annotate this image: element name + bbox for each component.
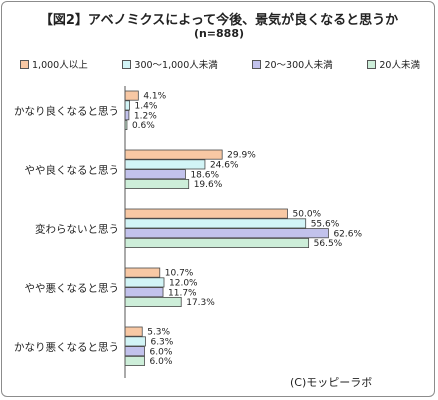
bar	[124, 237, 310, 248]
data-label: 11.7%	[168, 288, 197, 298]
legend-swatch	[367, 59, 377, 69]
chart-subtitle: (n=888)	[193, 27, 245, 40]
legend-label: 300〜1,000人未満	[134, 60, 218, 71]
bar	[124, 90, 139, 101]
legend: 1,000人以上 300〜1,000人未満 20〜300人未満 20人未満	[20, 57, 420, 71]
bar	[124, 110, 130, 121]
data-label: 17.3%	[186, 298, 215, 308]
bar	[124, 326, 143, 337]
chart-title: 【図2】アベノミクスによって今後、景気が良くなると思うか	[39, 13, 399, 28]
legend-swatch	[252, 59, 262, 69]
bar	[124, 287, 164, 298]
bar	[124, 218, 307, 229]
bar	[124, 208, 288, 219]
category-label: かなり良くなると思う	[14, 105, 119, 118]
legend-label: 20〜300人未満	[264, 60, 333, 71]
bar	[124, 169, 186, 180]
bar	[124, 355, 145, 366]
category-label: 変わらないと思う	[35, 223, 119, 236]
bar	[124, 296, 182, 307]
legend-item-under-20: 20人未満	[367, 57, 420, 71]
data-label: 0.6%	[132, 121, 155, 131]
bar	[124, 178, 190, 189]
data-label: 55.6%	[311, 220, 340, 230]
legend-swatch	[122, 59, 132, 69]
bar	[124, 277, 165, 288]
bar	[124, 346, 145, 357]
category-label: かなり悪くなると思う	[14, 342, 119, 354]
data-label: 1.4%	[135, 102, 158, 112]
data-label: 4.1%	[143, 92, 166, 102]
data-label: 10.7%	[165, 269, 194, 279]
category-label: やや良くなると思う	[25, 164, 120, 177]
legend-item-300-1000: 300〜1,000人未満	[122, 57, 218, 71]
legend-label: 20人未満	[379, 60, 420, 71]
data-label: 18.6%	[190, 170, 219, 180]
data-label: 50.0%	[293, 210, 322, 220]
data-label: 24.6%	[210, 161, 239, 171]
data-label: 12.0%	[169, 279, 198, 289]
bar	[124, 267, 161, 278]
data-label: 5.3%	[147, 328, 170, 338]
bar	[124, 149, 223, 160]
bar	[124, 336, 146, 347]
legend-item-20-300: 20〜300人未満	[252, 57, 333, 71]
data-label: 6.0%	[150, 357, 173, 367]
bar	[124, 228, 329, 239]
data-label: 29.9%	[227, 151, 256, 161]
data-label: 6.0%	[150, 347, 173, 357]
data-label: 1.2%	[134, 111, 157, 121]
legend-label: 1,000人以上	[32, 60, 88, 71]
legend-swatch	[20, 59, 29, 69]
credit-text: (C)モッピーラボ	[290, 376, 373, 389]
legend-item-1000-plus: 1,000人以上	[20, 57, 88, 71]
data-label: 56.5%	[314, 239, 343, 249]
data-label: 6.3%	[150, 338, 173, 348]
data-label: 19.6%	[194, 180, 223, 190]
bar	[124, 159, 206, 170]
category-label: やや悪くなると思う	[25, 283, 120, 295]
data-label: 62.6%	[333, 229, 362, 239]
bar	[124, 100, 130, 111]
